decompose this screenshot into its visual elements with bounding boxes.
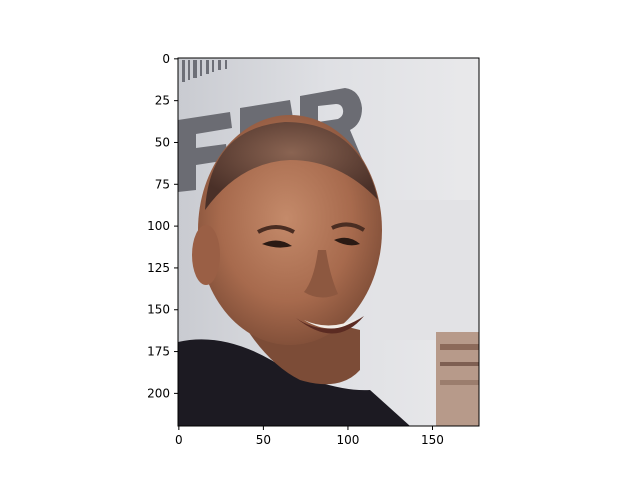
y-tick-label: 0 <box>162 52 170 66</box>
x-tick-label: 50 <box>256 433 271 447</box>
scalp <box>205 122 378 210</box>
nose <box>304 250 338 298</box>
y-tick-label: 125 <box>147 261 170 275</box>
background-stripes <box>182 60 227 82</box>
y-tick-label: 75 <box>155 177 170 191</box>
background-panel <box>380 200 479 340</box>
jacket <box>178 339 410 426</box>
left-eye <box>262 240 292 248</box>
x-tick-label: 0 <box>175 433 183 447</box>
right-eye <box>334 237 360 246</box>
ear <box>192 225 220 285</box>
y-tick-label: 25 <box>155 94 170 108</box>
y-tick-label: 100 <box>147 219 170 233</box>
y-tick-label: 50 <box>155 135 170 149</box>
teeth <box>304 318 358 329</box>
x-axis: 0 50 100 150 <box>175 426 444 447</box>
y-tick-label: 200 <box>147 386 170 400</box>
y-tick-label: 175 <box>147 345 170 359</box>
image-axes-frame <box>177 57 480 427</box>
mouth <box>296 316 364 334</box>
x-tick-label: 100 <box>336 433 359 447</box>
x-tick-label: 150 <box>421 433 444 447</box>
y-axis: 0 25 50 75 100 125 150 175 200 <box>147 52 178 400</box>
photo <box>178 58 479 426</box>
y-tick-label: 150 <box>147 303 170 317</box>
